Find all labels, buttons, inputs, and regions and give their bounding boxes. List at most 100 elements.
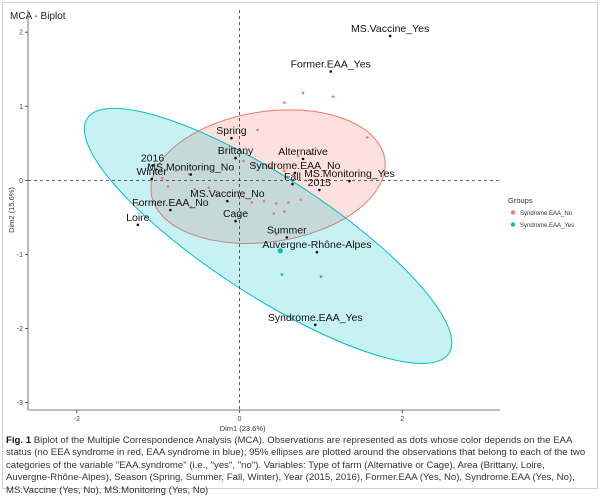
legend-label: Syndrome.EAA_Yes [520, 223, 574, 229]
observation-point [283, 169, 286, 173]
tick-layer: -2 0 2 -3 -2 -1 0 1 2 [17, 30, 405, 423]
caption-label: Fig. 1 [6, 435, 32, 446]
category-point [226, 199, 229, 203]
category-point [230, 136, 233, 140]
y-tick-label: -3 [17, 400, 23, 407]
observation-point [242, 195, 245, 198]
category-point [313, 323, 317, 327]
category-label: Auvergne-Rhône-Alpes [262, 239, 371, 251]
category-label: Syndrome.EAA_No [249, 160, 340, 172]
observation-point [283, 210, 286, 213]
label-layer: MS.Vaccine_Yes Former.EAA_Yes Spring Britta… [126, 23, 429, 327]
observation-point [280, 273, 284, 276]
legend-title: Groups [508, 196, 533, 205]
category-label: Summer [267, 224, 307, 236]
group-centroid-point [277, 248, 283, 254]
x-tick-label: 0 [238, 416, 242, 423]
category-label: Brittany [218, 145, 254, 157]
category-point [388, 34, 392, 38]
category-point [189, 173, 193, 176]
x-tick-label: -2 [74, 416, 80, 423]
category-point [285, 236, 289, 239]
category-label: Winter [137, 166, 168, 178]
y-tick-label: 0 [19, 178, 23, 185]
chart-title: MCA - Biplot [10, 11, 66, 22]
category-point [169, 208, 172, 212]
category-point [234, 219, 237, 223]
y-tick-label: 1 [19, 104, 23, 111]
category-label: 2016 [141, 153, 165, 165]
legend: Groups Syndrome.EAA_No Syndrome.EAA_Yes [508, 196, 574, 229]
observation-point [252, 162, 256, 166]
observation-point [299, 198, 302, 201]
observation-point [242, 159, 245, 163]
observation-point [274, 202, 278, 205]
observation-point [269, 165, 272, 169]
category-point [234, 156, 237, 160]
observation-point [215, 193, 219, 197]
figure-caption: Fig. 1 Biplot of the Multiple Correspond… [6, 435, 590, 497]
category-label: Alternative [278, 146, 328, 158]
category-label: Cage [223, 208, 248, 220]
observation-point [274, 233, 278, 236]
confidence-ellipse-syndrome-eaa-yes [83, 107, 453, 364]
observation-point [228, 190, 232, 194]
caption-text: Biplot of the Multiple Correspondence An… [6, 435, 586, 496]
category-label: MS.Monitoring_No [147, 161, 234, 173]
observation-point [313, 174, 316, 178]
x-axis-title: Dim1 (23.6%) [220, 424, 266, 433]
category-label: Loire [126, 212, 150, 224]
legend-items: Syndrome.EAA_No Syndrome.EAA_Yes [510, 210, 574, 229]
observation-point [283, 101, 286, 104]
category-point [315, 250, 319, 254]
category-point [348, 179, 351, 183]
category-label: 2015 [308, 177, 332, 189]
observation-point [256, 128, 259, 132]
observation-point [193, 187, 197, 191]
category-point [151, 164, 154, 167]
observation-point [166, 184, 170, 188]
category-point [291, 182, 294, 186]
y-tick-label: -2 [17, 326, 23, 333]
x-tick-label: 2 [400, 416, 404, 423]
y-tick-label: 2 [19, 30, 23, 37]
observation-point [250, 201, 254, 204]
observation-point [366, 136, 369, 139]
legend-label: Syndrome.EAA_No [520, 211, 573, 217]
observation-point [272, 212, 276, 216]
legend-swatch [510, 210, 516, 215]
category-point [293, 171, 297, 175]
category-point [329, 70, 333, 73]
observation-point [287, 201, 290, 204]
category-point [136, 223, 140, 227]
plot-background [6, 6, 592, 431]
observation-point [189, 205, 193, 209]
legend-swatch [510, 222, 516, 227]
category-label: MS.Vaccine_No [190, 188, 265, 200]
observation-point [301, 91, 305, 95]
observation-point [309, 152, 313, 156]
ellipse-layer [83, 107, 453, 364]
confidence-ellipse-syndrome-eaa-no [150, 109, 386, 244]
category-label: Fall [284, 171, 301, 183]
y-tick-label: -1 [17, 252, 23, 259]
category-point [301, 157, 305, 161]
category-label: Former.EAA_No [132, 197, 209, 209]
observation-point [136, 203, 140, 207]
y-axis-title: Dim2 (15.6%) [7, 187, 16, 233]
observation-point [262, 199, 266, 203]
category-label: MS.Vaccine_Yes [351, 23, 429, 35]
observation-point [331, 95, 335, 98]
point-layer [136, 91, 369, 278]
category-label: Former.EAA_Yes [291, 58, 371, 70]
category-point [150, 177, 153, 181]
observation-point [319, 275, 323, 278]
observation-point [296, 154, 300, 158]
observation-point [207, 186, 210, 190]
category-label: Syndrome.EAA_Yes [268, 312, 363, 324]
observation-point [174, 169, 178, 173]
category-label: MS.Monitoring_Yes [304, 168, 395, 180]
category-label: Spring [216, 125, 247, 137]
category-point [318, 188, 321, 192]
